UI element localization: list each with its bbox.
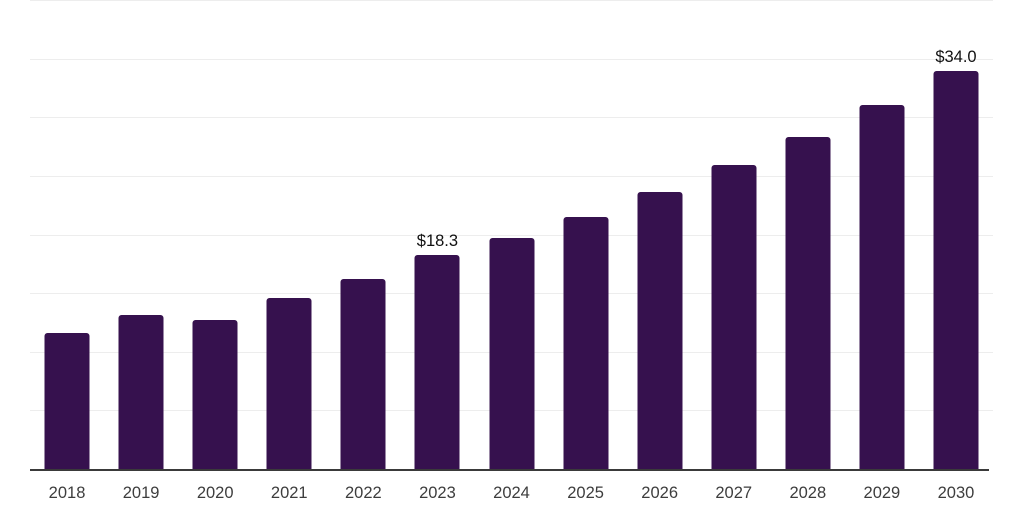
x-tick-2027: 2027	[715, 484, 753, 502]
plot-area: $18.3 $34.0	[30, 0, 993, 471]
x-tick-2024: 2024	[493, 484, 530, 502]
bar-2022	[340, 278, 386, 470]
bar-slot-2024	[474, 1, 548, 470]
bar-slot-2026	[623, 1, 697, 470]
x-tick-2030: 2030	[937, 484, 975, 502]
gridline-40	[30, 0, 993, 1]
x-tick-2029: 2029	[863, 484, 901, 502]
gridline-20	[30, 234, 993, 236]
bar-slot-2030: $34.0	[919, 1, 993, 470]
bar-2029	[859, 105, 905, 470]
x-tick-2022: 2022	[344, 484, 382, 502]
x-tick-2023: 2023	[419, 484, 456, 502]
bar-slot-2029	[845, 1, 919, 470]
gridline-30	[30, 117, 993, 119]
bar-2024	[489, 237, 534, 470]
bar-2027	[711, 165, 757, 470]
bar-slot-2027	[697, 1, 771, 470]
bar-slot-2028	[771, 1, 845, 470]
x-tick-2028: 2028	[789, 484, 827, 502]
x-tick-2021: 2021	[270, 484, 308, 502]
bar-2026	[637, 192, 683, 470]
bars: $18.3 $34.0	[30, 1, 993, 470]
value-label-2030: $34.0	[935, 47, 977, 66]
bar-slot-2020	[178, 1, 252, 470]
bar-2030	[933, 71, 979, 470]
value-label-2023: $18.3	[416, 231, 459, 250]
bar-2023	[414, 255, 460, 470]
gridline-35	[30, 58, 993, 60]
bar-2019	[118, 315, 164, 470]
bar-slot-2023: $18.3	[400, 1, 474, 470]
bar-slot-2021	[252, 1, 326, 470]
bar-2021	[266, 297, 312, 470]
x-tick-2026: 2026	[641, 484, 679, 502]
bar-slot-2022	[326, 1, 400, 470]
bar-2028	[785, 137, 831, 470]
bar-2020	[192, 319, 238, 470]
bar-slot-2025	[549, 1, 623, 470]
x-axis-labels: 2018 2019 2020 2021 2022 2023 2024 2025 2026 2027…	[30, 482, 993, 504]
bar-slot-2019	[104, 1, 178, 470]
bar-slot-2018	[30, 1, 104, 470]
x-axis-line	[30, 469, 989, 471]
x-tick-2019: 2019	[122, 484, 160, 502]
bar-2025	[563, 216, 609, 470]
x-tick-2020: 2020	[196, 484, 234, 502]
bar-2018	[44, 332, 90, 470]
x-tick-2025: 2025	[567, 484, 604, 502]
gridline-25	[30, 175, 993, 177]
x-tick-2018: 2018	[48, 484, 86, 502]
